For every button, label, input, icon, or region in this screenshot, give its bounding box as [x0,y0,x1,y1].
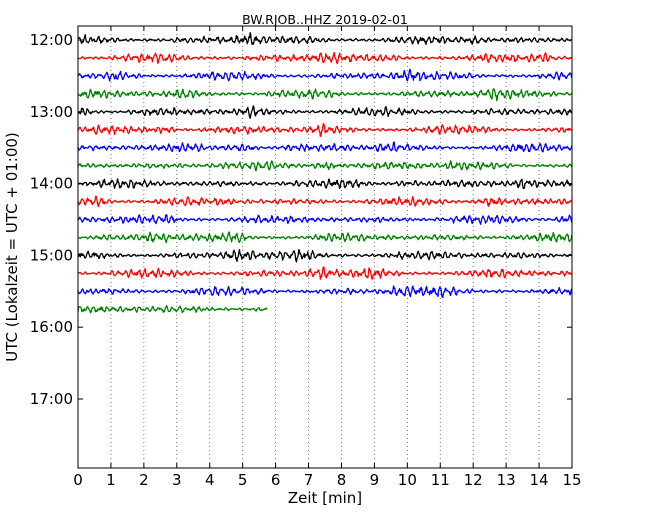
x-tick-label: 2 [139,471,149,489]
x-tick-label: 10 [398,471,417,489]
x-tick-label: 11 [431,471,450,489]
trace-1345 [77,160,573,172]
x-tick-label: 13 [497,471,516,489]
trace-1415 [77,195,573,208]
trace-1545 [77,305,268,314]
x-tick-label: 1 [106,471,116,489]
trace-1230 [77,68,573,82]
x-tick-label: 7 [304,471,314,489]
trace-1530 [77,285,573,299]
x-tick-label: 4 [205,471,215,489]
trace-1315 [77,122,573,138]
axes: 0 1 2 3 4 5 6 7 8 9 10 11 12 13 14 1512:0013:0014:0015:… [30,25,582,489]
x-axis-label: Zeit [min] [288,489,362,507]
y-tick-label: 17:00 [30,390,73,408]
trace-1245 [77,88,573,102]
y-tick-label: 15:00 [30,246,73,264]
y-tick-label: 13:00 [30,103,73,121]
y-tick-label: 14:00 [30,175,73,193]
plot-frame [77,25,573,469]
x-tick-label: 8 [337,471,347,489]
trace-1500 [77,248,573,263]
y-tick-label: 12:00 [30,31,73,49]
trace-1330 [77,141,573,153]
x-tick-label: 9 [370,471,380,489]
trace-1200 [77,31,573,46]
trace-1400 [77,178,573,190]
x-tick-label: 12 [464,471,483,489]
x-tick-label: 3 [172,471,182,489]
y-axis-label: UTC (Lokalzeit = UTC + 01:00) [3,132,21,362]
x-tick-label: 14 [530,471,549,489]
vertical-grid [110,26,540,468]
x-tick-label: 15 [562,471,581,489]
trace-1430 [77,214,573,225]
trace-1300 [77,105,573,119]
x-tick-label: 6 [271,471,281,489]
trace-1215 [77,51,573,65]
chart-title: BW.RJOB..HHZ 2019-02-01 [242,12,408,27]
x-tick-label: 0 [73,471,83,489]
trace-1515 [77,266,572,280]
trace-1445 [77,231,573,244]
x-tick-label: 5 [238,471,248,489]
trace-layer [77,31,573,314]
y-tick-label: 16:00 [30,318,73,336]
